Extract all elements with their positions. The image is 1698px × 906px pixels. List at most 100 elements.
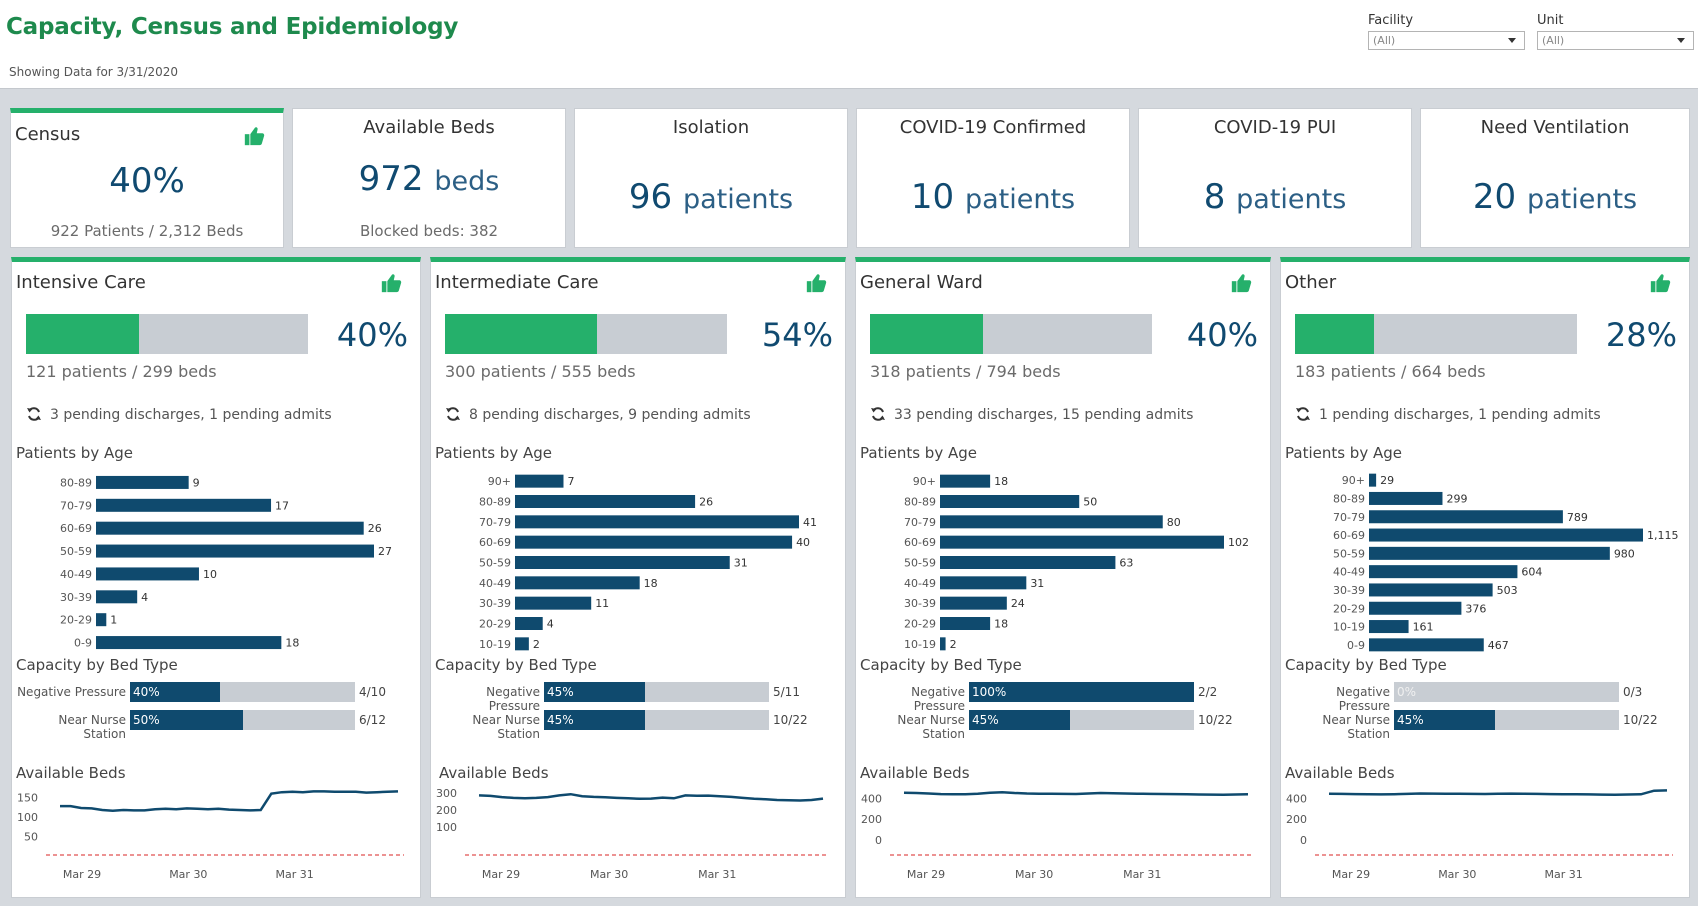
bed-type-row-negative-pressure[interactable]: Negative Pressure 0% 0/3 [1285,682,1685,713]
pending-summary: 33 pending discharges, 15 pending admits [870,406,1193,423]
age-bar[interactable] [1369,528,1643,542]
unit-panel-intermediate-care[interactable]: Intermediate Care 54% 300 patients / 555 b… [430,257,846,898]
bed-type-bar-fill [544,710,646,730]
age-bin-label: 50-59 [479,557,511,570]
refresh-icon [1296,407,1310,421]
kpi-value: 10 patients [857,177,1129,217]
age-bar[interactable] [96,521,364,535]
age-bar[interactable] [96,567,199,581]
age-bar[interactable] [1369,620,1409,634]
occupancy-percent: 40% [1186,316,1258,354]
kpi-card-census[interactable]: Census 40% 922 Patients / 2,312 Beds [10,108,284,248]
patients-by-age-chart: 90+ 7 80-89 26 70-79 41 60-69 40 50-59 31 40-49 18 3… [479,474,817,651]
x-tick-label: Mar 31 [1545,868,1583,881]
occupancy-bar [445,314,727,354]
patients-by-age-chart: 90+ 18 80-89 50 70-79 80 60-69 102 50-59 63 40-49 3… [904,474,1249,651]
age-bin-label: 60-69 [904,536,936,549]
thumbs-up-icon [1650,274,1671,293]
age-bar[interactable] [1369,491,1443,505]
occupancy-percent: 28% [1605,316,1677,354]
age-bin-label: 90+ [1342,474,1365,487]
age-bar[interactable] [940,596,1007,610]
age-bin-label: 40-49 [60,568,92,581]
age-bar[interactable] [96,544,374,558]
bed-type-row-near-nurse_station[interactable]: Near Nurse Station 50% 6/12 [16,710,416,741]
bed-type-label: Negative Pressure [911,685,965,713]
age-bar[interactable] [515,474,564,488]
age-bar[interactable] [940,495,1080,508]
facility-filter: Facility (All) [1368,13,1525,50]
age-bar[interactable] [515,556,730,569]
age-bar[interactable] [1369,546,1610,560]
age-bar[interactable] [940,535,1224,549]
bed-type-row-negative-pressure[interactable]: Negative Pressure 40% 4/10 [16,682,416,702]
kpi-unit: patients [682,184,794,215]
available-beds-series[interactable] [1328,789,1668,796]
bed-type-fraction: 10/22 [1198,713,1233,727]
bed-type-bar: 45% [969,710,1194,730]
unit-panel-intensive-care[interactable]: Intensive Care 40% 121 patients / 299 beds… [11,257,421,898]
bed-type-row-negative-pressure[interactable]: Negative Pressure 100% 2/2 [860,682,1266,713]
age-bar[interactable] [515,637,529,651]
bed-type-row-near-nurse_station[interactable]: Near Nurse Station 45% 10/22 [860,710,1266,741]
unit-panel-general-ward[interactable]: General Ward 40% 318 patients / 794 beds 33… [855,257,1271,898]
bed-type-bar: 45% [544,682,769,702]
kpi-card-covid-pui[interactable]: COVID-19 PUI 8 patients [1138,108,1412,248]
age-bar[interactable] [515,535,793,549]
age-bar[interactable] [1369,510,1563,524]
facility-filter-label: Facility [1368,13,1414,28]
age-bar[interactable] [940,576,1027,590]
kpi-card-covid-confirmed[interactable]: COVID-19 Confirmed 10 patients [856,108,1130,248]
age-bar[interactable] [940,556,1116,569]
bed-type-row-near-nurse_station[interactable]: Near Nurse Station 45% 10/22 [1285,710,1685,741]
age-bar[interactable] [515,576,640,590]
age-bar[interactable] [96,590,138,604]
age-bar[interactable] [515,495,696,508]
patients-by-age-label: Patients by Age [1285,444,1402,462]
age-bar[interactable] [515,515,799,529]
available-beds-line-chart: 300 200 100 Mar 29 Mar 30 Mar 31 [436,787,829,881]
available-beds-line-chart: 400 200 0 Mar 29 Mar 30 Mar 31 [1286,789,1673,881]
thumbs-up-icon [244,127,265,146]
kpi-card-need-ventilation[interactable]: Need Ventilation 20 patients [1420,108,1690,248]
age-bar[interactable] [96,498,272,512]
age-bar-value: 4 [141,591,148,604]
available-beds-series[interactable] [478,792,824,802]
age-bar[interactable] [96,636,282,650]
bed-type-row-near-nurse_station[interactable]: Near Nurse Station 45% 10/22 [435,710,841,741]
age-bar[interactable] [96,613,107,627]
kpi-card-isolation[interactable]: Isolation 96 patients [574,108,848,248]
age-bar-value: 376 [1465,602,1486,615]
age-bar[interactable] [1369,565,1518,579]
age-bar[interactable] [940,474,991,488]
bed-type-row-negative-pressure[interactable]: Negative Pressure 45% 5/11 [435,682,841,713]
bed-type-percent: 45% [547,685,574,699]
age-bar[interactable] [96,475,189,489]
age-bar[interactable] [515,617,543,630]
facility-dropdown[interactable]: (All) [1368,31,1525,50]
bed-type-fraction: 6/12 [359,713,386,727]
age-bar[interactable] [940,515,1163,529]
age-bar[interactable] [515,596,592,610]
bed-type-bar-fill [1394,710,1496,730]
unit-panel-other[interactable]: Other 28% 183 patients / 664 beds 1 pending… [1280,257,1690,898]
age-bar[interactable] [1369,638,1484,652]
available-beds-series[interactable] [903,790,1249,796]
age-bar-value: 24 [1011,597,1025,610]
bed-type-fraction: 5/11 [773,685,800,699]
age-bar-value: 18 [994,618,1008,631]
age-bar[interactable] [940,617,991,630]
unit-dropdown[interactable]: (All) [1537,31,1694,50]
age-bin-label: 70-79 [60,499,92,512]
available-beds-label: Available Beds [860,764,970,782]
age-bar[interactable] [1369,601,1462,615]
pending-summary: 1 pending discharges, 1 pending admits [1295,406,1601,423]
age-bar[interactable] [1369,583,1493,597]
age-bin-label: 10-19 [479,638,511,651]
age-bar[interactable] [940,637,946,651]
facility-dropdown-value: (All) [1373,34,1396,47]
unit-title: Intermediate Care [435,272,599,293]
available-beds-series[interactable] [60,790,399,812]
age-bar[interactable] [1369,473,1377,487]
kpi-card-available-beds[interactable]: Available Beds 972 beds Blocked beds: 38… [292,108,566,248]
